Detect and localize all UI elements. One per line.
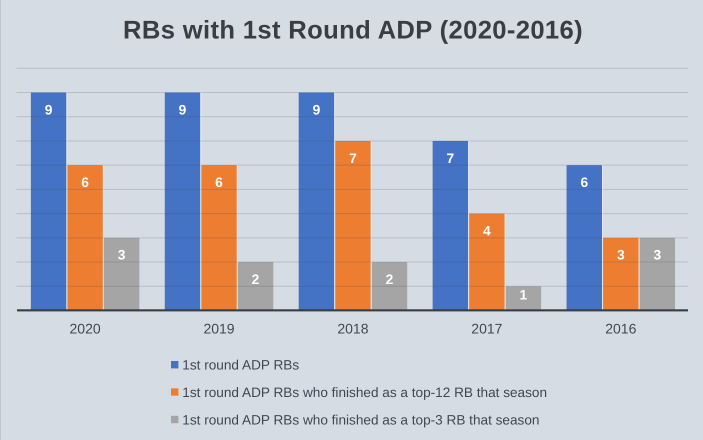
svg-text:2016: 2016 xyxy=(605,321,636,337)
svg-text:2020: 2020 xyxy=(70,321,101,337)
svg-text:3: 3 xyxy=(653,248,661,263)
svg-text:6: 6 xyxy=(580,175,588,190)
svg-text:6: 6 xyxy=(81,175,89,190)
svg-text:2: 2 xyxy=(386,272,394,287)
svg-text:9: 9 xyxy=(45,102,53,117)
svg-text:6: 6 xyxy=(215,175,223,190)
svg-text:1: 1 xyxy=(520,288,528,303)
svg-text:4: 4 xyxy=(483,223,491,238)
svg-text:RBs with 1st Round ADP (2020-2: RBs with 1st Round ADP (2020-2016) xyxy=(123,16,583,44)
svg-text:2017: 2017 xyxy=(471,321,502,337)
svg-text:7: 7 xyxy=(349,151,357,166)
svg-text:9: 9 xyxy=(313,102,321,117)
svg-text:2: 2 xyxy=(252,272,260,287)
svg-text:7: 7 xyxy=(447,151,455,166)
svg-text:1st round ADP RBs: 1st round ADP RBs xyxy=(182,358,299,373)
svg-text:9: 9 xyxy=(179,102,187,117)
svg-text:1st round ADP RBs who finished: 1st round ADP RBs who finished as a top-… xyxy=(182,385,547,400)
svg-text:2018: 2018 xyxy=(337,321,368,337)
svg-text:3: 3 xyxy=(118,248,126,263)
svg-text:2019: 2019 xyxy=(203,321,234,337)
svg-text:1st round ADP RBs who finished: 1st round ADP RBs who finished as a top-… xyxy=(182,412,539,427)
svg-text:3: 3 xyxy=(617,248,625,263)
